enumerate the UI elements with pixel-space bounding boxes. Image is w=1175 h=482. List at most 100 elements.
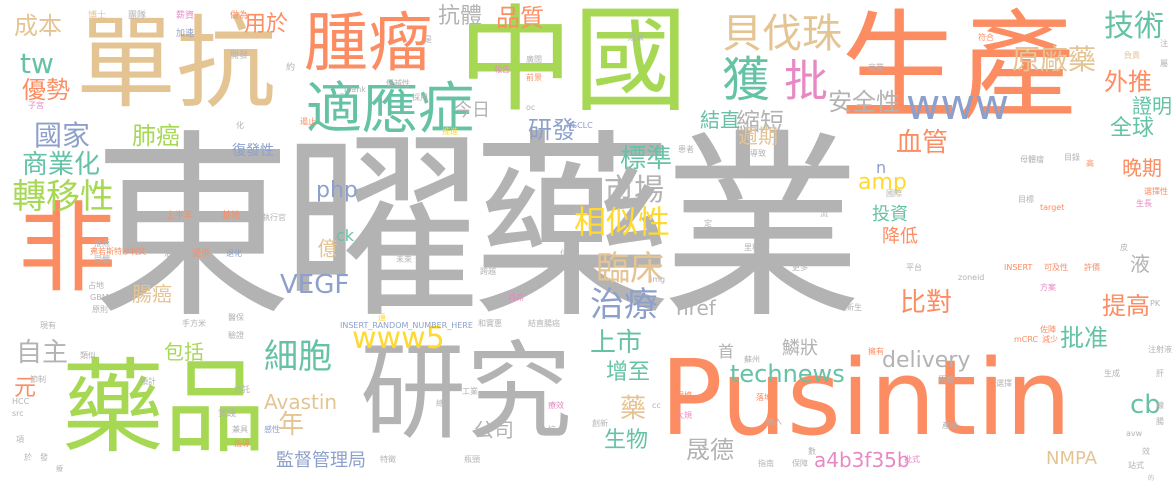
word-youshi: 優勢 (22, 76, 70, 104)
small-word: 報告 (494, 65, 510, 74)
word-gongsi: 公司 (474, 418, 514, 442)
word-shiyingzheng: 適應症 (306, 77, 474, 142)
small-word: 博士 (88, 11, 107, 21)
small-word: avw (1126, 429, 1143, 438)
small-word: 流 (820, 209, 828, 218)
small-word: 導致 (750, 149, 766, 158)
small-word: 未來 (396, 255, 412, 264)
small-word: 數 (808, 447, 816, 456)
word-shengwu: 生物 (604, 428, 649, 453)
small-word: 推薦 (94, 239, 110, 248)
word-suoduan: 縮短 (736, 108, 784, 136)
small-word: mCRC (1014, 335, 1039, 344)
small-word: 退化 (226, 249, 242, 258)
small-word: 推進 (442, 127, 458, 136)
small-word: 目標 (1018, 195, 1034, 204)
small-word: 項 (16, 435, 24, 444)
word-technews: technews (730, 360, 845, 388)
word-php: php (316, 178, 358, 203)
small-word: 做為 (230, 11, 249, 21)
small-word: 皮 (1120, 243, 1128, 252)
small-word: 方案 (1040, 283, 1056, 292)
small-word: 效 (1142, 447, 1150, 456)
small-word: 抗 (548, 425, 556, 434)
small-word: 注射液 (1148, 345, 1172, 354)
small-word: 減少 (1042, 335, 1058, 344)
small-word: 新生 (846, 303, 862, 312)
small-word: 高 (1086, 159, 1094, 168)
word-yi: 億 (314, 238, 338, 258)
small-word: 兼具 (232, 425, 248, 434)
small-word: 商業 (868, 63, 884, 72)
small-word: 站式 (1128, 461, 1144, 470)
small-word: 手方米 (182, 319, 206, 328)
small-word: 腺 (1156, 401, 1164, 410)
word-www: www (906, 80, 1010, 129)
small-word: target (1040, 203, 1065, 212)
small-word: 里程碑 (744, 243, 768, 252)
small-word: src (12, 409, 24, 418)
word-jinri: 今日 (454, 100, 490, 121)
small-word: 患者 (678, 145, 694, 154)
small-word: 開發 (230, 51, 249, 61)
small-word: 執行官 (262, 213, 286, 222)
small-word: 瓶頸 (464, 455, 480, 464)
small-word: 基地 (222, 211, 241, 221)
small-word: 原則 (92, 305, 108, 314)
word-zhongliu: 腫瘤 (304, 7, 432, 81)
word-delivery: delivery (882, 348, 971, 373)
small-word: 保障 (792, 459, 808, 468)
word-xibao: 細胞 (264, 337, 332, 377)
word-href: href (676, 296, 716, 320)
small-word: 加速 (176, 29, 195, 39)
small-word: HCC (12, 397, 30, 406)
word-beifazhu: 貝伐珠 (722, 11, 842, 57)
small-word: 節制 (30, 375, 46, 384)
word-shou: 首 (718, 342, 735, 361)
small-word: 跨越 (480, 267, 496, 276)
word-pi: 批 (784, 56, 828, 107)
word-linchuang: 臨床 (596, 249, 664, 289)
small-word: 創新 (592, 419, 608, 428)
word-biduo: 比對 (900, 288, 953, 318)
small-word: 占地 (88, 281, 104, 290)
word-shengchan: 生產 (840, 0, 1077, 136)
word-dankang: 單抗 (76, 5, 276, 122)
small-word: 擁有 (868, 347, 884, 356)
word-ck: ck (336, 226, 355, 245)
small-word: 特徵 (380, 455, 396, 464)
small-word: 薪資 (176, 11, 195, 21)
word-shengde: 晟德 (686, 436, 734, 464)
small-word: 指南 (758, 459, 774, 468)
word-yanjiu: 研究 (360, 331, 572, 454)
small-word: 實踐 (218, 409, 237, 419)
word-tigao: 提高 (1102, 292, 1150, 320)
small-word: PK (1150, 299, 1161, 308)
word-pinzhi: 品質 (496, 4, 544, 32)
word-chang-ai: 腸癌 (132, 282, 172, 306)
small-word: 母體瘤 (1020, 155, 1044, 164)
small-word: 受體 (94, 255, 110, 264)
small-word: 混合 (164, 249, 183, 259)
word-yao: 藥 (620, 394, 647, 424)
word-quanqiu: 全球 (1110, 116, 1155, 141)
small-word: 依託 (234, 385, 250, 394)
small-word: 弗若斯特沙利文 (90, 247, 146, 256)
small-word: _blank (340, 85, 366, 94)
small-word: zoneid (958, 273, 985, 282)
word-huo: 獲 (722, 52, 771, 108)
word-jiangdi: 降低 (882, 226, 918, 247)
small-word: 腸 (1156, 417, 1164, 426)
word-yuan: 元 (14, 376, 37, 401)
small-word: 目錄 (1064, 153, 1080, 162)
small-word: 符合 (978, 33, 994, 42)
word-baokuo: 包括 (164, 340, 204, 364)
small-word: 更多 (792, 263, 808, 272)
word-hash: a4b3f35b (814, 448, 910, 472)
small-word: oc (526, 103, 536, 112)
word-jiandu: 監督管理局 (276, 450, 366, 471)
small-word: 是 (424, 35, 432, 44)
word-waitui: 外推 (1104, 68, 1152, 96)
small-word: 化 (236, 121, 244, 130)
small-word: 選擇性 (1144, 187, 1168, 196)
